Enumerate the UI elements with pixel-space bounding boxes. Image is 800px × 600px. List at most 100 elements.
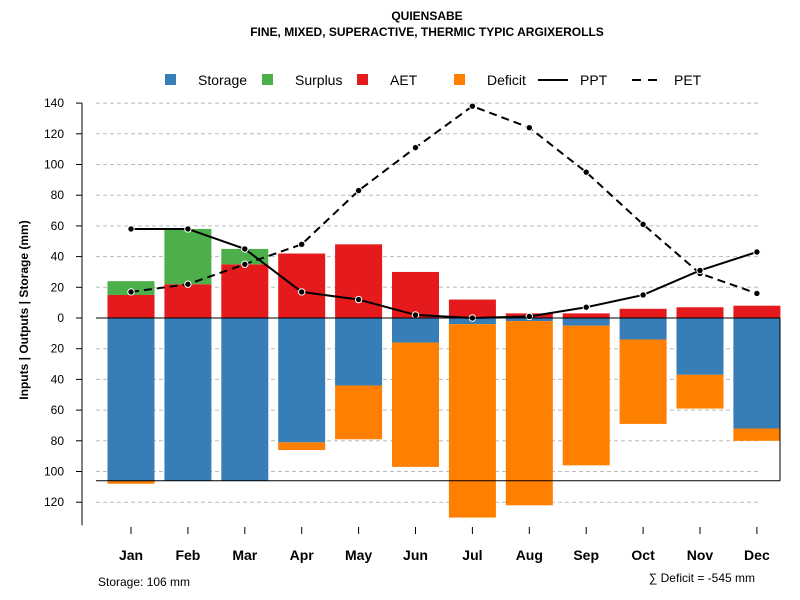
y-tick-label: 20 <box>51 342 65 356</box>
bars <box>107 228 781 518</box>
month-label: Jan <box>119 547 143 563</box>
legend-swatch <box>262 74 273 85</box>
month-label: Jun <box>403 547 428 563</box>
pet-point <box>639 220 647 229</box>
deficit-bar <box>562 325 610 466</box>
ppt-point <box>411 311 420 319</box>
month-label: Feb <box>175 547 200 563</box>
ppt-point <box>525 312 533 321</box>
aet-bar <box>164 284 212 318</box>
aet-bar <box>107 294 155 318</box>
legend-label: AET <box>390 72 418 88</box>
legend: Storage Surplus AET Deficit PPT PET <box>165 72 702 88</box>
y-tick-label: 0 <box>57 311 64 325</box>
storage-bar <box>392 318 439 343</box>
pet-point <box>468 102 477 110</box>
aet-bar <box>676 307 724 318</box>
month-label: Jul <box>462 547 482 563</box>
legend-swatch <box>357 74 368 85</box>
y-tick-label: 120 <box>44 495 64 509</box>
storage-bar <box>676 318 724 375</box>
legend-label: Deficit <box>487 72 526 88</box>
pet-point <box>184 280 192 288</box>
y-tick-label: 60 <box>51 403 65 417</box>
month-label: May <box>345 547 372 563</box>
pet-point <box>525 123 533 132</box>
deficit-bar <box>107 480 155 484</box>
ppt-point <box>753 248 761 256</box>
storage-bar <box>619 318 667 340</box>
ppt-point <box>298 288 306 296</box>
storage-bar <box>164 318 212 481</box>
month-label: Dec <box>744 547 770 563</box>
deficit-bar <box>676 374 724 409</box>
month-label: Oct <box>631 547 655 563</box>
aet-bar <box>619 308 667 318</box>
month-label: Apr <box>290 547 315 563</box>
axes: 140 120 100 80 60 40 20 0 20 40 60 80 100 120 Jan Feb Ma… <box>44 96 781 563</box>
pet-point <box>298 240 306 249</box>
ppt-point <box>696 266 704 275</box>
aet-bar <box>733 305 781 318</box>
ppt-point <box>241 245 249 253</box>
month-label: Nov <box>687 547 714 563</box>
storage-bar <box>221 318 269 481</box>
deficit-bar <box>392 342 439 467</box>
y-tick-label: 100 <box>44 158 64 172</box>
storage-bar <box>562 318 610 326</box>
surplus-bar <box>164 228 212 285</box>
storage-bar <box>335 318 383 386</box>
ppt-point <box>582 303 590 311</box>
legend-label: Storage <box>198 72 247 88</box>
pet-point <box>354 186 363 195</box>
pet-point <box>241 260 249 268</box>
y-tick-label: 80 <box>51 434 65 448</box>
y-tick-label: 100 <box>44 465 64 479</box>
aet-bar <box>278 253 326 318</box>
deficit-bar <box>448 324 496 518</box>
storage-footer: Storage: 106 mm <box>98 575 190 589</box>
pet-point <box>411 143 420 152</box>
surplus-bar <box>107 281 155 295</box>
y-tick-label: 80 <box>51 188 65 202</box>
legend-label: PPT <box>580 72 608 88</box>
legend-label: Surplus <box>295 72 342 88</box>
y-tick-label: 60 <box>51 219 65 233</box>
y-axis-label: Inputs | Outputs | Storage (mm) <box>17 220 31 399</box>
y-tick-label: 140 <box>44 96 64 110</box>
deficit-bar <box>733 428 781 441</box>
ppt-point <box>639 291 647 299</box>
y-tick-label: 40 <box>51 250 65 264</box>
deficit-bar <box>335 385 383 440</box>
ppt-point <box>184 225 192 233</box>
deficit-bar <box>619 339 667 424</box>
pet-point <box>753 289 761 298</box>
y-tick-label: 20 <box>51 280 65 294</box>
legend-swatch <box>165 74 176 85</box>
month-label: Mar <box>232 547 257 563</box>
aet-bar <box>448 299 496 318</box>
legend-label: PET <box>674 72 702 88</box>
series-lines <box>127 102 761 322</box>
y-tick-label: 120 <box>44 127 64 141</box>
ppt-point <box>127 225 135 233</box>
storage-bar <box>107 318 155 481</box>
ppt-point <box>354 295 363 304</box>
y-tick-label: 40 <box>51 372 65 386</box>
chart-title: QUIENSABE <box>391 9 462 23</box>
month-label: Sep <box>573 547 599 563</box>
chart-subtitle: FINE, MIXED, SUPERACTIVE, THERMIC TYPIC … <box>250 25 604 39</box>
pet-point <box>127 288 135 296</box>
deficit-bar <box>505 321 553 506</box>
pet-line <box>130 105 758 295</box>
aet-bar <box>335 244 383 318</box>
storage-bar <box>733 318 781 429</box>
ppt-line <box>131 227 758 320</box>
month-label: Aug <box>516 547 543 563</box>
legend-swatch <box>454 74 465 85</box>
aet-bar <box>562 313 610 318</box>
deficit-bar <box>278 442 326 451</box>
deficit-footer: ∑ Deficit = -545 mm <box>649 571 755 585</box>
storage-bar <box>278 318 326 443</box>
